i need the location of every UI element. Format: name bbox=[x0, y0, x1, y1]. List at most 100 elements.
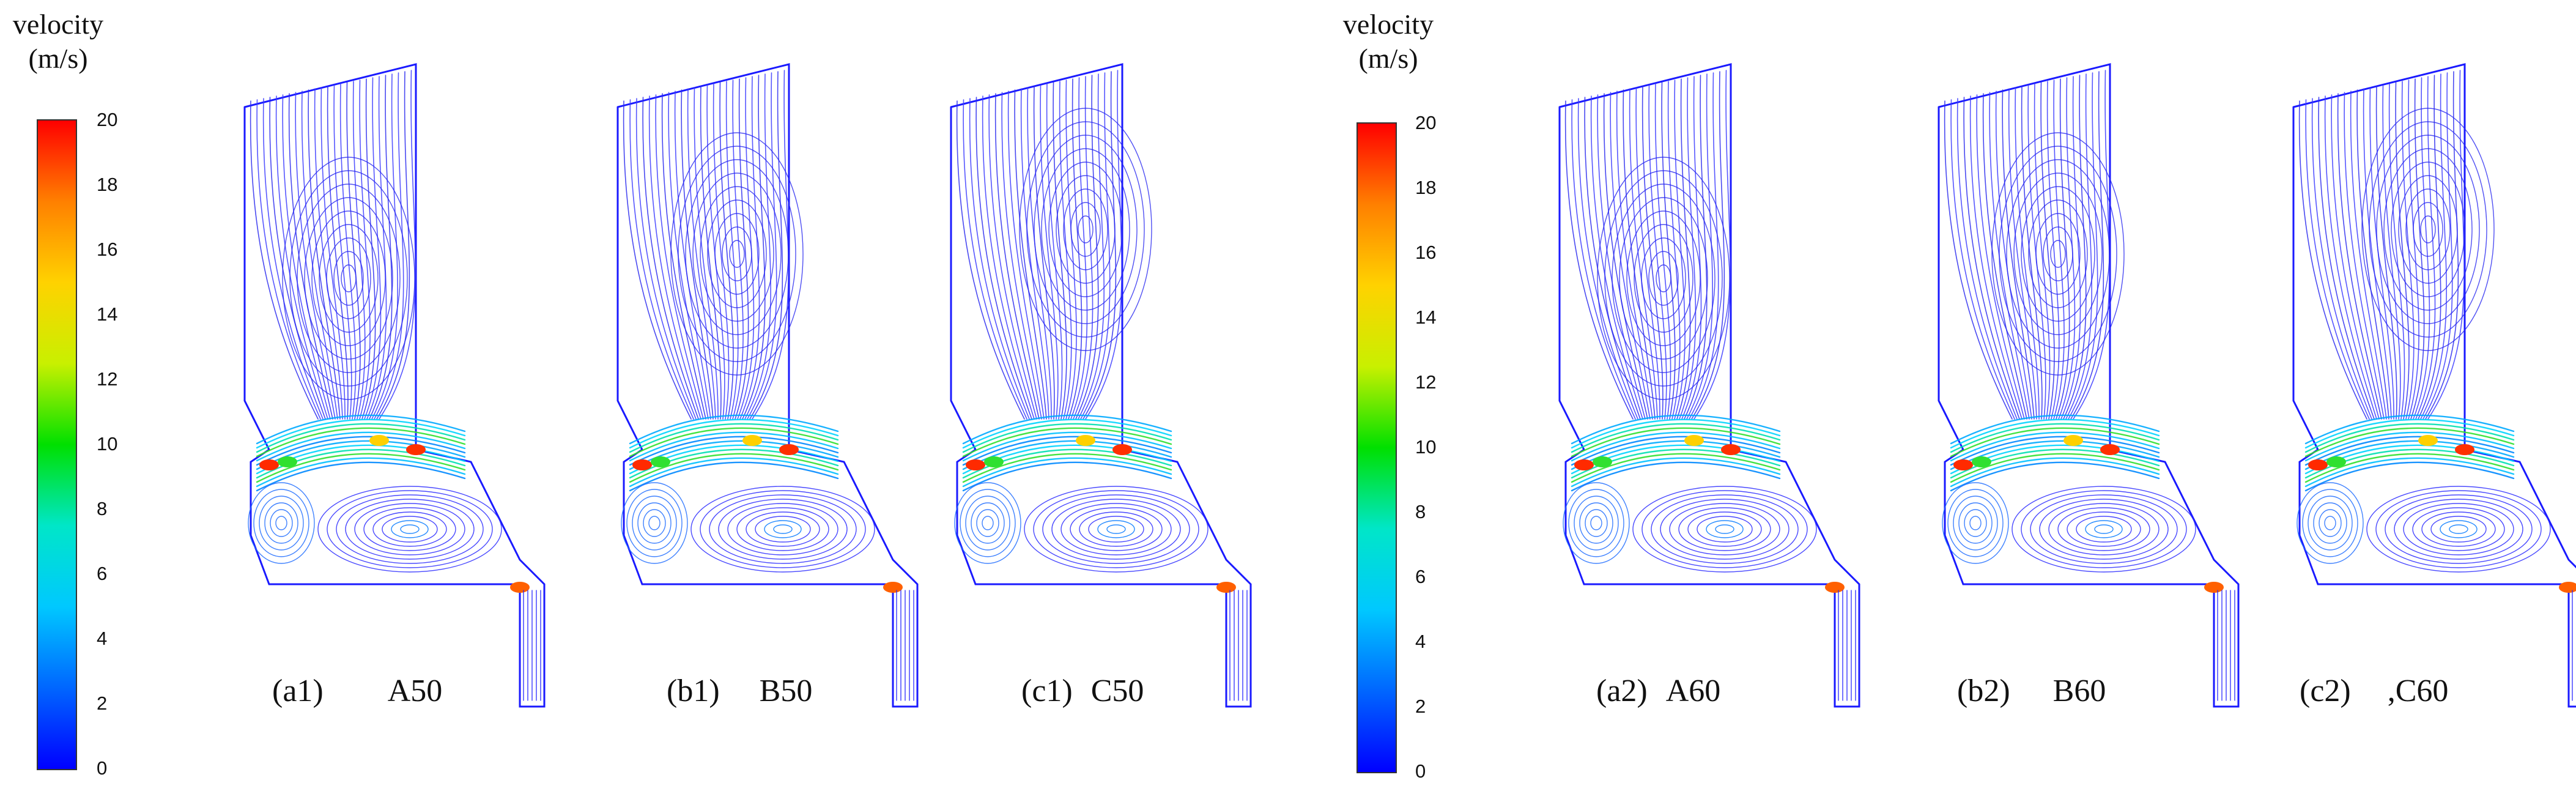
jet-streamline bbox=[962, 457, 1172, 488]
vortex-streamline bbox=[2421, 511, 2496, 547]
jet-streamline bbox=[2304, 414, 2515, 445]
streamline bbox=[1950, 99, 2015, 420]
streamline bbox=[969, 98, 1030, 420]
jet-streamline bbox=[2304, 427, 2515, 458]
vortex-streamline bbox=[1669, 503, 1780, 555]
vortex-streamline bbox=[2440, 520, 2478, 538]
streamline bbox=[1046, 83, 1063, 420]
streamline bbox=[250, 100, 319, 420]
streamline bbox=[1001, 92, 1042, 420]
vortex-streamline bbox=[1088, 516, 1144, 543]
vortex-streamline bbox=[264, 502, 298, 544]
panel-name: A60 bbox=[1665, 674, 1721, 708]
velocity-hotspot bbox=[2100, 444, 2120, 455]
streamline bbox=[719, 82, 734, 420]
streamline bbox=[1686, 73, 1713, 420]
jet-streamline bbox=[1950, 448, 2160, 479]
jet-streamline bbox=[629, 436, 839, 466]
vortex-streamline bbox=[1969, 516, 1982, 530]
vortex-streamline bbox=[718, 499, 848, 560]
legend-title-right: velocity (m/s) bbox=[1327, 7, 1449, 76]
vortex-streamline bbox=[632, 496, 677, 551]
vortex-streamline bbox=[2302, 489, 2358, 557]
vortex-streamline bbox=[722, 226, 752, 281]
vortex-streamline bbox=[2369, 121, 2487, 338]
vortex-streamline bbox=[333, 251, 364, 306]
vortex-streamline bbox=[1063, 188, 1108, 270]
jet-streamline bbox=[629, 453, 839, 483]
panel-label: (a1) bbox=[272, 674, 324, 708]
streamline bbox=[1073, 76, 1094, 420]
vortex-streamline bbox=[289, 170, 408, 387]
streamline bbox=[749, 71, 783, 420]
vortex-streamline bbox=[1697, 516, 1753, 543]
vortex-streamline bbox=[1953, 496, 1998, 551]
streamline bbox=[2324, 95, 2377, 420]
streamline bbox=[988, 94, 1037, 420]
streamline bbox=[975, 97, 1032, 420]
vortex-streamline bbox=[1019, 108, 1152, 351]
streamline bbox=[359, 80, 371, 420]
jet-streamline bbox=[962, 431, 1172, 462]
velocity-hotspot bbox=[779, 444, 799, 455]
tick-label: 14 bbox=[97, 303, 118, 325]
streamline bbox=[1590, 95, 1643, 420]
streamline bbox=[956, 100, 1025, 420]
vortex-streamline bbox=[2412, 507, 2505, 551]
jet-streamline bbox=[256, 453, 466, 483]
jet-streamline bbox=[2304, 436, 2515, 466]
vortex-streamline bbox=[1651, 494, 1799, 564]
streamline bbox=[1969, 95, 2023, 420]
vortex-streamline bbox=[297, 184, 401, 373]
panel-name: B60 bbox=[2052, 674, 2106, 708]
tick-label: 16 bbox=[97, 239, 118, 260]
streamline bbox=[661, 93, 706, 420]
vortex-streamline bbox=[1590, 516, 1602, 530]
velocity-hotspot bbox=[1953, 459, 1973, 470]
streamline bbox=[361, 78, 376, 420]
vortex-streamline bbox=[345, 499, 475, 560]
streamline bbox=[1989, 92, 2030, 420]
streamline bbox=[333, 84, 352, 420]
streamline-panel bbox=[2292, 63, 2576, 708]
vortex-streamline bbox=[764, 520, 802, 538]
panel-caption: (b2) B60 bbox=[1957, 673, 2106, 709]
streamline bbox=[2356, 89, 2389, 420]
vortex-streamline bbox=[2013, 173, 2103, 335]
streamline bbox=[1014, 89, 1047, 420]
streamline bbox=[327, 86, 349, 420]
streamline bbox=[1068, 78, 1083, 420]
streamline bbox=[1075, 75, 1099, 420]
jet-streamline bbox=[2304, 431, 2515, 462]
streamline bbox=[1956, 98, 2018, 420]
streamline bbox=[2060, 76, 2081, 420]
vortex-streamline bbox=[2021, 490, 2187, 568]
tick-label: 0 bbox=[97, 757, 108, 779]
vortex-streamline bbox=[2028, 199, 2088, 308]
streamline bbox=[681, 89, 714, 420]
vortex-streamline bbox=[736, 507, 829, 551]
velocity-hotspot bbox=[1112, 444, 1132, 455]
velocity-hotspot bbox=[2559, 582, 2576, 593]
vortex-streamline bbox=[2319, 509, 2342, 537]
jet-streamline bbox=[962, 461, 1172, 492]
velocity-hotspot bbox=[2455, 444, 2474, 455]
vortex-streamline bbox=[982, 516, 994, 530]
velocity-hotspot bbox=[2063, 435, 2083, 446]
velocity-hotspot bbox=[883, 582, 903, 593]
streamline bbox=[1603, 93, 1648, 420]
streamline bbox=[2418, 75, 2441, 420]
vortex-streamline bbox=[354, 503, 465, 555]
panel-name: C50 bbox=[1090, 674, 1144, 708]
streamline bbox=[735, 78, 749, 420]
streamline bbox=[2344, 92, 2385, 420]
tick-label: 10 bbox=[1415, 436, 1437, 458]
vortex-streamline bbox=[1706, 520, 1744, 538]
streamline bbox=[2070, 71, 2104, 420]
vortex-streamline bbox=[727, 503, 838, 555]
streamline bbox=[320, 87, 346, 420]
vortex-streamline bbox=[2366, 486, 2551, 573]
vortex-streamline bbox=[2394, 499, 2523, 560]
streamline bbox=[1635, 87, 1660, 420]
vortex-streamline bbox=[1942, 482, 2009, 564]
